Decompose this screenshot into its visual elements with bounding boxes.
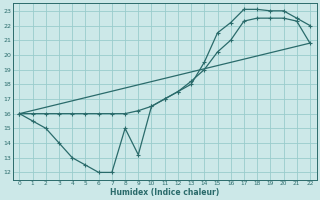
- X-axis label: Humidex (Indice chaleur): Humidex (Indice chaleur): [110, 188, 219, 197]
